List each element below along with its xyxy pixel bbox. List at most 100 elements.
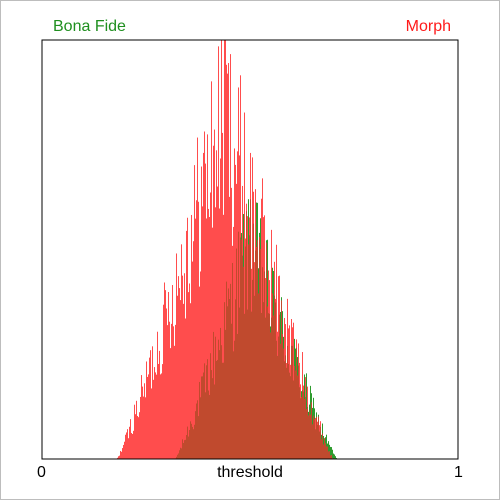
morph-bar bbox=[139, 412, 140, 459]
morph-bar bbox=[200, 271, 201, 459]
overlap-bar bbox=[314, 419, 315, 459]
overlap-bar bbox=[306, 408, 307, 459]
morph-bar bbox=[195, 218, 196, 459]
morph-bar bbox=[186, 230, 187, 459]
overlap-bar bbox=[246, 211, 247, 459]
morph-bar bbox=[157, 331, 158, 459]
overlap-bar bbox=[219, 350, 220, 459]
overlap-bar bbox=[182, 439, 183, 459]
overlap-bar bbox=[269, 313, 270, 459]
overlap-bar bbox=[244, 313, 245, 459]
x-tick-label-max: 1 bbox=[454, 464, 463, 481]
overlap-bar bbox=[181, 448, 182, 459]
morph-bar bbox=[131, 432, 132, 459]
morph-bar bbox=[219, 208, 220, 459]
morph-bar bbox=[185, 318, 186, 459]
overlap-bar bbox=[179, 450, 180, 459]
morph-bar bbox=[145, 397, 146, 459]
overlap-bar bbox=[194, 424, 195, 459]
overlap-bar bbox=[277, 355, 278, 459]
overlap-bar bbox=[231, 323, 232, 459]
morph-bar bbox=[226, 64, 227, 460]
overlap-bar bbox=[316, 417, 317, 459]
morph-bar bbox=[121, 451, 122, 459]
overlap-bar bbox=[276, 340, 277, 459]
overlap-bar bbox=[220, 327, 221, 459]
overlap-bar bbox=[193, 429, 194, 459]
overlap-bar bbox=[229, 299, 230, 459]
overlap-bar bbox=[321, 439, 322, 459]
overlap-bars bbox=[175, 199, 333, 459]
morph-bar bbox=[167, 325, 168, 459]
overlap-bar bbox=[200, 397, 201, 459]
bona-fide-bar bbox=[330, 446, 331, 459]
morph-bar bbox=[146, 361, 147, 459]
bona-fide-bar bbox=[335, 456, 336, 459]
overlap-bar bbox=[211, 370, 212, 459]
overlap-bar bbox=[195, 411, 196, 459]
overlap-bar bbox=[324, 438, 325, 459]
morph-bar bbox=[122, 448, 123, 459]
overlap-bar bbox=[298, 365, 299, 459]
overlap-bar bbox=[183, 442, 184, 459]
overlap-bar bbox=[265, 317, 266, 459]
morph-bar bbox=[205, 163, 206, 459]
overlap-bar bbox=[253, 223, 254, 459]
morph-bar bbox=[192, 261, 193, 459]
overlap-bar bbox=[274, 295, 275, 459]
overlap-bar bbox=[319, 431, 320, 459]
morph-bar bbox=[178, 276, 179, 459]
overlap-bar bbox=[260, 249, 261, 459]
overlap-bar bbox=[291, 345, 292, 459]
overlap-bar bbox=[232, 262, 233, 459]
morph-bar bbox=[137, 416, 138, 459]
bona-fide-bar bbox=[332, 449, 333, 459]
overlap-bar bbox=[198, 416, 199, 459]
overlap-bar bbox=[180, 447, 181, 459]
morph-bar bbox=[202, 206, 203, 459]
morph-bar bbox=[152, 346, 153, 459]
x-tick-label-min: 0 bbox=[37, 464, 46, 481]
overlap-bar bbox=[184, 440, 185, 459]
morph-bar bbox=[224, 40, 225, 459]
morph-bar bbox=[216, 150, 217, 459]
overlap-bar bbox=[209, 395, 210, 459]
morph-bar bbox=[163, 304, 164, 459]
morph-bar bbox=[206, 218, 207, 459]
overlap-bar bbox=[303, 391, 304, 459]
overlap-bar bbox=[203, 372, 204, 459]
morph-bar bbox=[138, 417, 139, 459]
overlap-bar bbox=[311, 402, 312, 459]
overlap-bar bbox=[217, 359, 218, 459]
morph-bar bbox=[117, 457, 118, 459]
overlap-bar bbox=[248, 244, 249, 459]
overlap-bar bbox=[330, 455, 331, 459]
overlap-bar bbox=[320, 426, 321, 459]
morph-bar bbox=[220, 158, 221, 459]
bona-fide-bar bbox=[328, 441, 329, 459]
overlap-bar bbox=[206, 365, 207, 459]
overlap-bar bbox=[199, 381, 200, 459]
overlap-bar bbox=[317, 424, 318, 459]
morph-bar bbox=[187, 217, 188, 459]
overlap-bar bbox=[299, 387, 300, 459]
overlap-bar bbox=[308, 415, 309, 459]
overlap-bar bbox=[288, 364, 289, 459]
overlap-bar bbox=[243, 266, 244, 459]
overlap-bar bbox=[264, 271, 265, 459]
overlap-bar bbox=[208, 390, 209, 459]
morph-bar bbox=[218, 46, 219, 459]
overlap-bar bbox=[213, 331, 214, 459]
morph-bar bbox=[160, 374, 161, 459]
morph-bar bbox=[166, 308, 167, 459]
bona-fide-bar bbox=[333, 453, 334, 459]
morph-bar bbox=[134, 404, 135, 459]
overlap-bar bbox=[294, 365, 295, 459]
morph-bar bbox=[149, 357, 150, 459]
morph-bar bbox=[203, 152, 204, 459]
overlap-bar bbox=[196, 403, 197, 459]
morph-bar bbox=[173, 326, 174, 459]
overlap-bar bbox=[280, 343, 281, 459]
x-axis-label: threshold bbox=[217, 464, 283, 481]
morph-bar bbox=[213, 145, 214, 459]
